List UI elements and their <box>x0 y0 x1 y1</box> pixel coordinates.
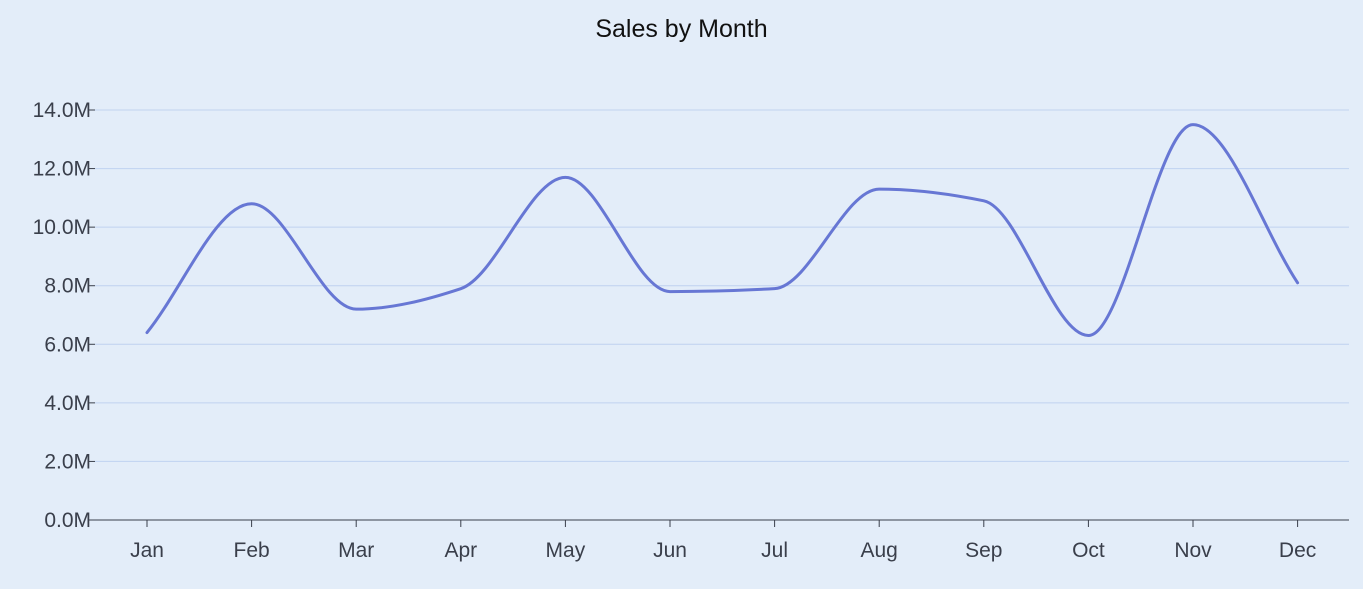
x-tick-label: Jan <box>130 539 164 562</box>
axes <box>89 109 1349 527</box>
x-tick-label: Feb <box>234 539 270 562</box>
series-layer <box>145 123 1300 338</box>
x-tick-label: Jun <box>653 539 687 562</box>
data-point <box>982 199 986 203</box>
x-tick-label: Jul <box>761 539 788 562</box>
data-point <box>773 287 777 291</box>
y-tick-label: 14.0M <box>33 99 91 122</box>
data-point <box>877 187 881 191</box>
x-tick-label: Mar <box>338 539 374 562</box>
data-point <box>250 202 254 206</box>
gridlines <box>95 109 1349 462</box>
y-tick-label: 12.0M <box>33 158 91 181</box>
tick-labels: 0.0M 2.0M 4.0M 6.0M 8.0M 10.0M 12.0M 14.0M Jan Fe… <box>33 99 1317 562</box>
x-tick-label: Nov <box>1174 539 1212 562</box>
chart-title: Sales by Month <box>595 15 768 43</box>
y-tick-label: 6.0M <box>44 333 91 356</box>
y-tick-label: 4.0M <box>44 392 91 415</box>
data-point <box>459 287 463 291</box>
data-point <box>1086 334 1090 338</box>
data-point <box>354 307 358 311</box>
y-tick-label: 8.0M <box>44 275 91 298</box>
x-tick-label: May <box>546 539 586 562</box>
x-tick-label: Apr <box>444 539 477 562</box>
y-tick-label: 10.0M <box>33 216 91 239</box>
x-tick-label: Sep <box>965 539 1002 562</box>
data-point <box>145 331 149 335</box>
x-tick-label: Oct <box>1072 539 1105 562</box>
y-tick-label: 0.0M <box>44 509 91 532</box>
data-point <box>563 175 567 179</box>
x-tick-label: Dec <box>1279 539 1316 562</box>
data-point <box>668 290 672 294</box>
data-point <box>1191 123 1195 127</box>
series-line <box>145 123 1300 337</box>
data-point <box>1296 281 1300 285</box>
x-tick-label: Aug <box>861 539 898 562</box>
y-tick-label: 2.0M <box>44 450 91 473</box>
